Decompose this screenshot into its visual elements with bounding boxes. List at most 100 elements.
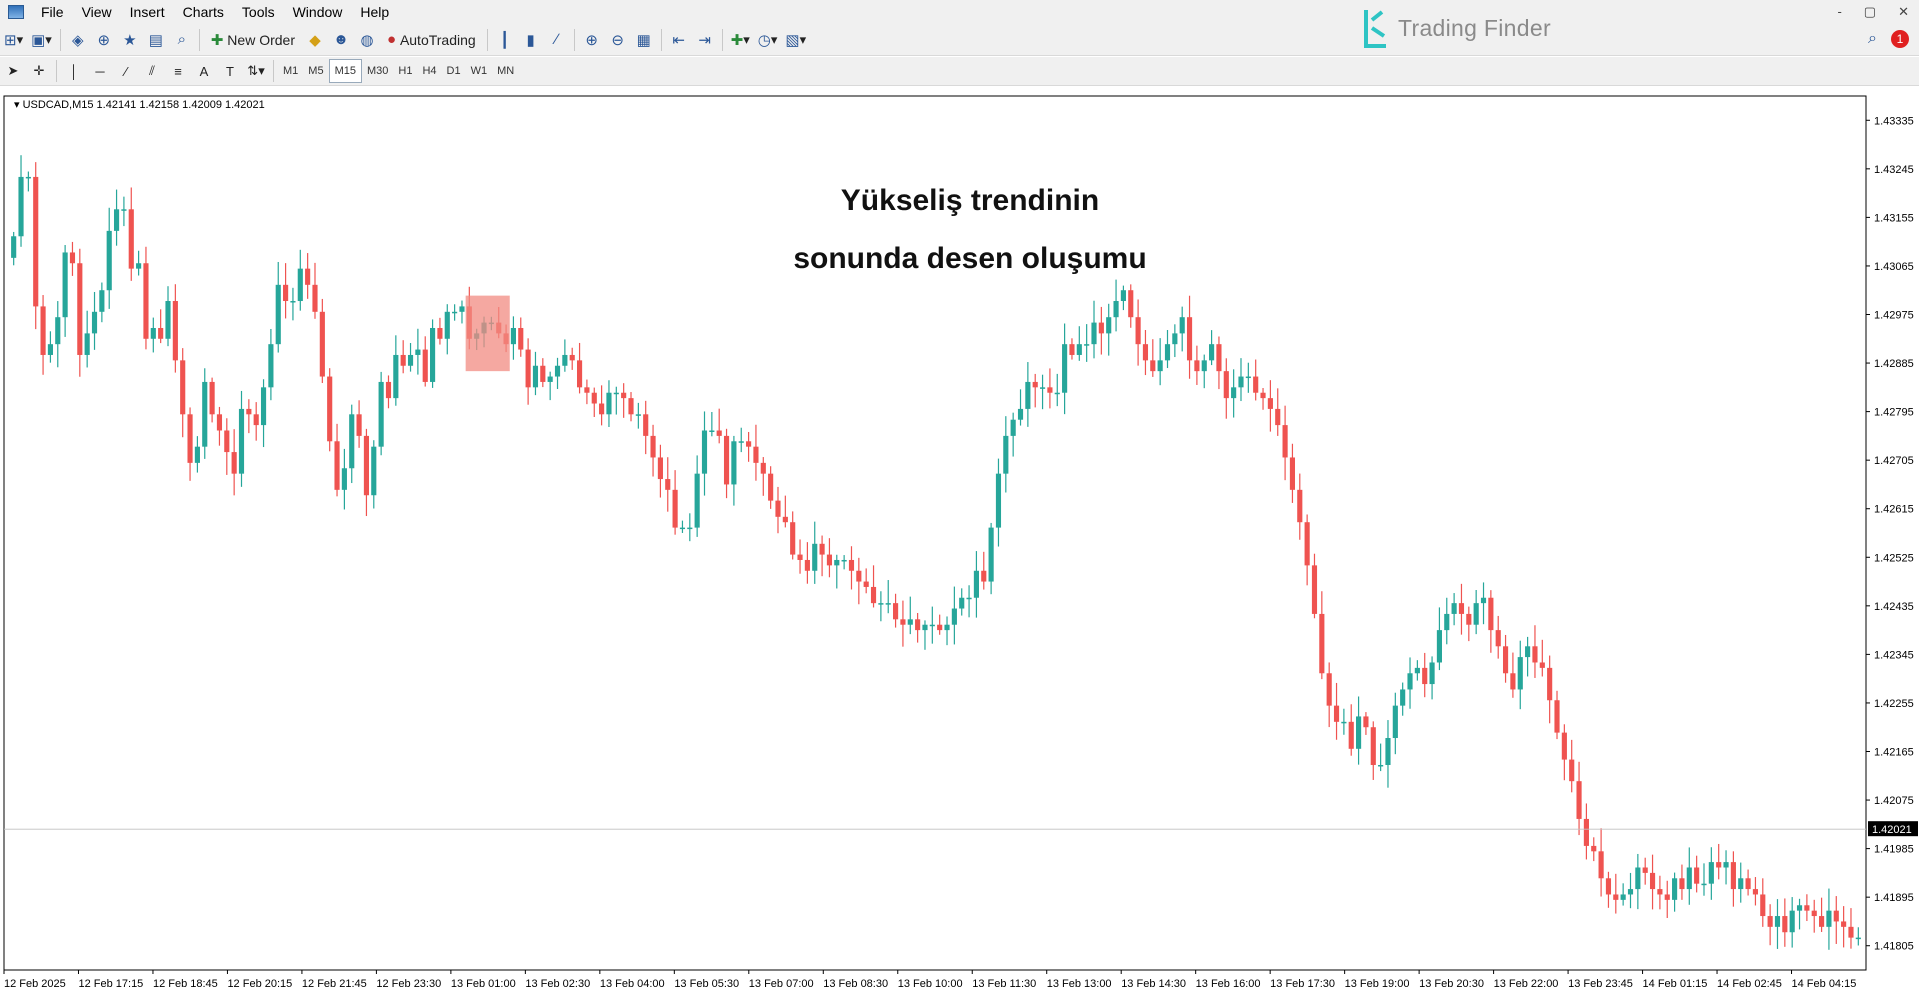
text-button[interactable]: A bbox=[192, 59, 216, 83]
candle-body bbox=[55, 317, 61, 345]
cursor-button[interactable]: ➤ bbox=[1, 59, 25, 83]
menu-charts[interactable]: Charts bbox=[182, 4, 224, 20]
candle-body bbox=[91, 311, 98, 334]
indicators-button[interactable]: ✚ ▾ bbox=[730, 31, 750, 49]
candle-body bbox=[268, 344, 274, 388]
minimize-button[interactable]: - bbox=[1837, 4, 1842, 19]
candle-body bbox=[216, 414, 223, 431]
market-button[interactable]: ◍ bbox=[355, 28, 379, 52]
candle-body bbox=[121, 209, 127, 211]
candlestick-chart[interactable]: ▾ USDCAD,M15 1.42141 1.42158 1.42009 1.4… bbox=[0, 92, 1919, 996]
candle-body bbox=[305, 268, 311, 285]
tile-windows-button[interactable]: ▦ bbox=[632, 28, 656, 52]
candlestick-button[interactable]: ▮ bbox=[519, 28, 543, 52]
menu-insert[interactable]: Insert bbox=[129, 4, 165, 20]
zoom-in-button[interactable]: ⊕ bbox=[580, 28, 604, 52]
candle-body bbox=[819, 543, 825, 555]
candle-body bbox=[1841, 921, 1847, 927]
metaeditor-button[interactable]: ◆ bbox=[303, 28, 327, 52]
candle-body bbox=[150, 327, 156, 339]
window-controls: - ▢ ✕ bbox=[1837, 0, 1909, 24]
bar-chart-button[interactable]: ┃ bbox=[493, 28, 517, 52]
channel-button[interactable]: ⫽ bbox=[140, 59, 164, 83]
candle-body bbox=[1194, 360, 1200, 372]
periods-button[interactable]: ◷ ▾ bbox=[757, 31, 778, 49]
menu-window[interactable]: Window bbox=[292, 4, 343, 20]
candle-body bbox=[1804, 905, 1810, 911]
vertical-line-button[interactable]: │ bbox=[62, 59, 86, 83]
candle-body bbox=[1025, 381, 1031, 409]
line-chart-icon: ∕ bbox=[555, 31, 558, 48]
menu-tools[interactable]: Tools bbox=[241, 4, 275, 20]
timeframe-m1[interactable]: M1 bbox=[283, 65, 299, 77]
data-window-button[interactable]: ⊕ bbox=[92, 28, 116, 52]
timeframe-m30[interactable]: M30 bbox=[366, 65, 389, 77]
candle-body bbox=[415, 349, 421, 355]
fibonacci-button[interactable]: ≡ bbox=[166, 59, 190, 83]
candle-body bbox=[679, 527, 686, 530]
candle-body bbox=[312, 284, 318, 312]
candle-body bbox=[1378, 764, 1384, 767]
candle-body bbox=[180, 360, 186, 415]
chart-shift-button[interactable]: ⇤ bbox=[667, 28, 691, 52]
y-tick-label: 1.42525 bbox=[1874, 552, 1914, 564]
candle-body bbox=[1855, 937, 1861, 940]
trendline-button[interactable]: ∕ bbox=[114, 59, 138, 83]
menu-file[interactable]: File bbox=[41, 4, 64, 20]
horizontal-line-button[interactable]: ─ bbox=[88, 59, 112, 83]
label-button[interactable]: T bbox=[218, 59, 242, 83]
current-price-box bbox=[1868, 821, 1918, 837]
timeframe-w1[interactable]: W1 bbox=[470, 65, 488, 77]
candle-body bbox=[224, 430, 230, 453]
candle-body bbox=[385, 381, 392, 399]
candle-body bbox=[1385, 738, 1391, 765]
candle-body bbox=[1098, 322, 1104, 334]
terminal-icon: ▤ bbox=[148, 31, 163, 49]
strategy-tester-button[interactable]: ⌕ bbox=[170, 28, 194, 52]
navigator-button[interactable]: ★ bbox=[118, 28, 142, 52]
timeframe-m15[interactable]: M15 bbox=[328, 59, 362, 83]
timeframe-mn[interactable]: MN bbox=[497, 65, 515, 77]
folder-star-icon: ★ bbox=[123, 31, 137, 49]
search-icon[interactable]: ⌕ bbox=[1868, 30, 1877, 47]
candle-body bbox=[202, 381, 208, 447]
menu-view[interactable]: View bbox=[81, 4, 112, 20]
candle-body bbox=[1201, 360, 1207, 372]
y-tick-label: 1.42885 bbox=[1874, 358, 1914, 370]
chart-window[interactable]: ▾ USDCAD,M15 1.42141 1.42158 1.42009 1.4… bbox=[0, 92, 1919, 996]
menu-help[interactable]: Help bbox=[360, 4, 390, 20]
autoscroll-icon: ⇥ bbox=[698, 31, 711, 49]
new-chart-button[interactable]: ⊞ ▾ bbox=[4, 31, 24, 49]
candle-body bbox=[1209, 344, 1215, 361]
y-tick-label: 1.42165 bbox=[1874, 747, 1914, 759]
candle-body bbox=[1451, 603, 1457, 614]
x-tick-label: 13 Feb 07:00 bbox=[749, 978, 814, 990]
templates-button[interactable]: ▧ ▾ bbox=[785, 31, 807, 49]
candle-body bbox=[922, 624, 928, 631]
timeframe-h4[interactable]: H4 bbox=[422, 65, 437, 77]
candle-body bbox=[246, 408, 252, 415]
close-button[interactable]: ✕ bbox=[1898, 4, 1909, 19]
candle-body bbox=[18, 176, 24, 237]
signals-button[interactable]: ☻ bbox=[329, 28, 353, 52]
profiles-button[interactable]: ▣ ▾ bbox=[31, 31, 52, 49]
menu-bar: File View Insert Charts Tools Window Hel… bbox=[0, 0, 1919, 24]
line-chart-button[interactable]: ∕ bbox=[545, 28, 569, 52]
timeframe-m5[interactable]: M5 bbox=[308, 65, 324, 77]
candle-body bbox=[621, 392, 627, 399]
new-order-button[interactable]: ✚ New Order bbox=[205, 28, 301, 52]
candle-body bbox=[804, 559, 810, 571]
terminal-button[interactable]: ▤ bbox=[144, 28, 168, 52]
crosshair-button[interactable]: ✛ bbox=[27, 59, 51, 83]
notification-badge[interactable]: 1 bbox=[1891, 30, 1909, 48]
autotrading-button[interactable]: ● AutoTrading bbox=[381, 28, 482, 52]
market-watch-button[interactable]: ◈ bbox=[66, 28, 90, 52]
maximize-button[interactable]: ▢ bbox=[1863, 4, 1877, 19]
timeframe-h1[interactable]: H1 bbox=[398, 65, 413, 77]
autoscroll-button[interactable]: ⇥ bbox=[693, 28, 717, 52]
timeframe-d1[interactable]: D1 bbox=[446, 65, 461, 77]
separator bbox=[573, 28, 575, 51]
zoom-out-button[interactable]: ⊖ bbox=[606, 28, 630, 52]
arrows-button[interactable]: ⇅ ▾ bbox=[247, 63, 265, 78]
candle-body bbox=[1767, 916, 1773, 927]
